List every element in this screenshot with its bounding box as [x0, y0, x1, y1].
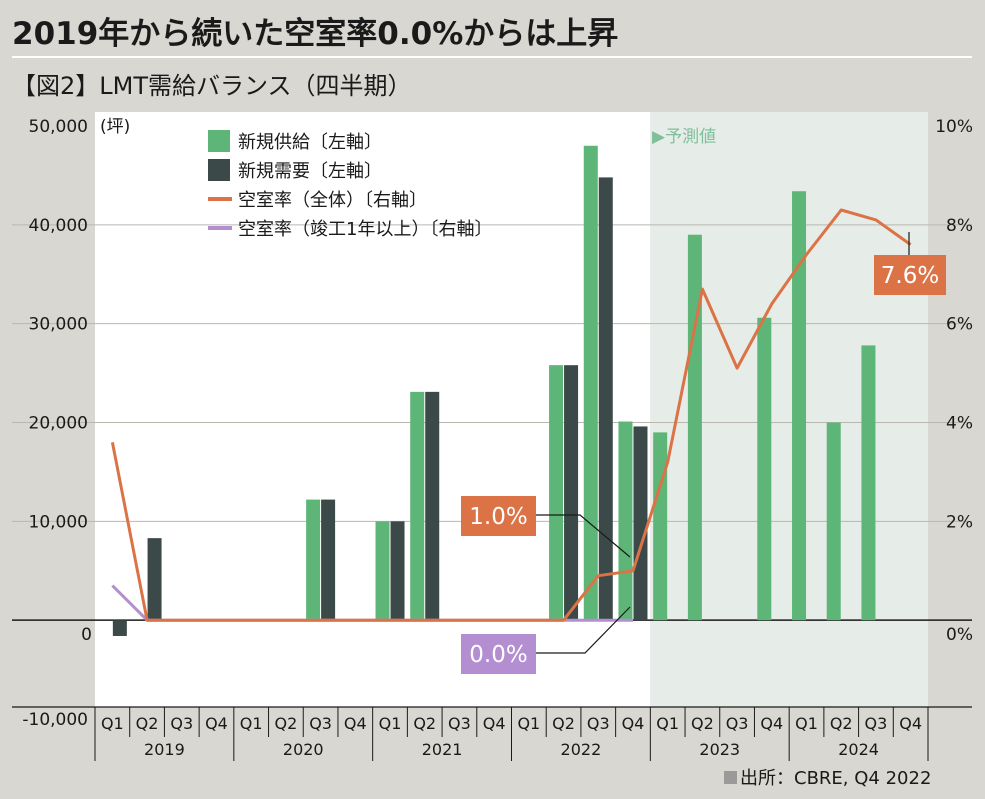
- year-label: 2021: [422, 740, 463, 759]
- supply-bar-6: [306, 499, 321, 621]
- quarter-label: Q4: [483, 714, 506, 733]
- legend-swatch-demand: [208, 159, 230, 181]
- callouts: 1.0% 0.0% 7.6%: [461, 232, 946, 674]
- quarter-label: Q4: [344, 714, 367, 733]
- chart-title: 2019年から続いた空室率0.0%からは上昇: [12, 16, 618, 52]
- right-tick-label: 8%: [946, 216, 973, 236]
- chart-subtitle: 【図2】LMT需給バランス（四半期）: [12, 72, 412, 100]
- supply-bar-16: [653, 432, 668, 621]
- source-note: 出所：CBRE, Q4 2022: [740, 768, 931, 789]
- year-label: 2020: [283, 740, 324, 759]
- left-tick-label: 20,000: [29, 414, 88, 434]
- lines: [110, 208, 912, 622]
- quarter-label: Q1: [240, 714, 263, 733]
- demand-bar-6: [321, 499, 336, 621]
- right-tick-label: 6%: [946, 315, 973, 335]
- quarter-label: Q1: [795, 714, 818, 733]
- quarter-label: Q2: [136, 714, 159, 733]
- callout-leader-0: [536, 514, 631, 558]
- supply-bar-20: [792, 191, 807, 621]
- legend-label: 空室率（全体）〔右軸〕: [238, 190, 427, 211]
- quarter-label: Q1: [656, 714, 679, 733]
- supply-bar-22: [861, 345, 876, 621]
- quarter-label: Q4: [622, 714, 645, 733]
- axes: 50,000 40,000 30,000 20,000 10,000 0 -10,000 10…: [12, 117, 973, 761]
- quarter-label: Q1: [379, 714, 402, 733]
- legend-label: 新規供給〔左軸〕: [238, 132, 382, 153]
- callout-label-2: 7.6%: [881, 263, 939, 289]
- right-tick-label: 4%: [946, 414, 973, 434]
- left-tick-label: 30,000: [29, 315, 88, 335]
- right-tick-label: 2%: [946, 512, 973, 532]
- quarter-label: Q1: [517, 714, 540, 733]
- supply-bar-21: [826, 422, 841, 621]
- left-axis-unit: (坪): [100, 117, 130, 137]
- source-square-icon: [724, 771, 737, 784]
- quarter-label: Q3: [309, 714, 332, 733]
- year-label: 2023: [699, 740, 740, 759]
- quarter-label: Q3: [726, 714, 749, 733]
- quarter-label: Q4: [899, 714, 922, 733]
- quarter-label: Q3: [448, 714, 471, 733]
- callout-leader-1: [536, 606, 631, 654]
- legend-swatch-supply: [208, 130, 230, 152]
- supply-bar-8: [375, 521, 390, 621]
- supply-bar-13: [549, 365, 564, 621]
- right-tick-label: 0%: [946, 625, 973, 645]
- demand-bar-8: [390, 521, 405, 621]
- quarter-label: Q2: [830, 714, 853, 733]
- year-label: 2024: [838, 740, 879, 759]
- forecast-label: ▶予測値: [652, 127, 716, 147]
- supply-bar-15: [618, 421, 633, 621]
- demand-bar-9: [425, 391, 440, 621]
- quarter-label: Q4: [760, 714, 783, 733]
- callout-box-2: [874, 255, 946, 295]
- supply-bar-19: [757, 317, 772, 621]
- left-tick-label: 10,000: [29, 512, 88, 532]
- demand-bar-15: [633, 426, 648, 621]
- right-tick-label: 10%: [935, 117, 973, 137]
- left-tick-label: 0: [81, 625, 92, 645]
- demand-bar-13: [564, 365, 579, 621]
- year-label: 2019: [144, 740, 185, 759]
- legend-label: 空室率（竣工1年以上）〔右軸〕: [238, 219, 492, 240]
- gridlines: [12, 224, 972, 621]
- left-tick-label: 50,000: [29, 117, 88, 137]
- demand-bar-14: [598, 177, 613, 621]
- quarter-label: Q3: [170, 714, 193, 733]
- quarter-label: Q2: [275, 714, 298, 733]
- quarter-label: Q2: [552, 714, 575, 733]
- callout-label-0: 1.0%: [469, 504, 527, 530]
- demand-bar-1: [147, 538, 162, 621]
- year-label: 2022: [561, 740, 602, 759]
- quarter-label: Q2: [413, 714, 436, 733]
- callout-box-1: [461, 634, 536, 674]
- callout-box-0: [461, 496, 536, 536]
- callout-label-1: 0.0%: [469, 642, 527, 668]
- quarter-label: Q3: [865, 714, 888, 733]
- demand-bar-0: [112, 620, 127, 636]
- legend: 新規供給〔左軸〕新規需要〔左軸〕空室率（全体）〔右軸〕空室率（竣工1年以上）〔右…: [208, 130, 492, 240]
- bars: [112, 145, 876, 636]
- quarter-label: Q3: [587, 714, 610, 733]
- supply-bar-9: [410, 391, 425, 621]
- supply-bar-17: [687, 234, 702, 621]
- left-tick-label: -10,000: [22, 710, 88, 730]
- left-tick-label: 40,000: [29, 216, 88, 236]
- legend-label: 新規需要〔左軸〕: [238, 161, 382, 182]
- supply-bar-14: [583, 145, 598, 621]
- quarter-label: Q1: [101, 714, 124, 733]
- vacancy-all-line: [110, 208, 912, 622]
- quarter-label: Q4: [205, 714, 228, 733]
- quarter-label: Q2: [691, 714, 714, 733]
